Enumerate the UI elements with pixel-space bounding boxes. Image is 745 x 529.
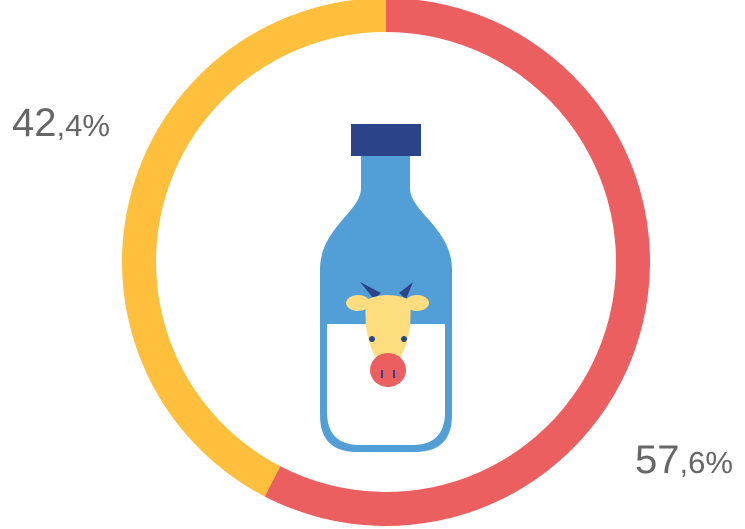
slice-label-yellow: 42,4% [12,103,110,143]
slice-label-red: 57,6% [635,440,733,480]
milk-bottle-with-cow-icon [320,124,452,452]
slice-label-red-dec: ,6% [679,445,733,480]
cow-nose [370,353,406,387]
slice-label-yellow-int: 42 [12,101,57,145]
cow-nostril-left [381,370,383,378]
cow-horn-left [360,282,381,299]
donut-slices [122,0,650,526]
bottle-cap [351,124,421,156]
cow-ear-right [405,295,429,311]
donut-slice-yellow [122,0,386,497]
cow-ear-left [346,295,370,311]
slice-label-yellow-dec: ,4% [56,108,110,143]
cow-horn-right [399,282,413,299]
cow-face [365,295,411,358]
cow-nostril-right [393,370,395,378]
cow-eye-right [401,336,407,342]
slice-label-red-int: 57 [635,438,680,482]
cow-eye-left [369,336,375,342]
